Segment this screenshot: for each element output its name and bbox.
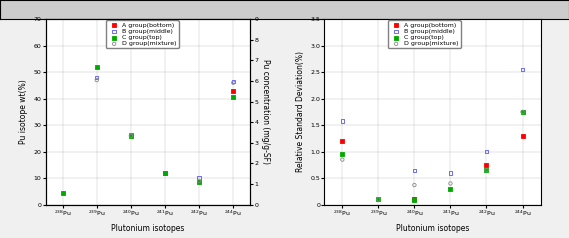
A group(bottom) <box>229 89 238 93</box>
C group(top) <box>374 198 383 201</box>
B group(middle) <box>195 176 204 180</box>
B group(middle) <box>446 171 455 175</box>
C group(top) <box>482 168 491 172</box>
A group(bottom) <box>338 139 347 143</box>
Y-axis label: Relative Standard Deviation(%): Relative Standard Deviation(%) <box>296 51 305 172</box>
C group(top) <box>160 171 170 175</box>
C group(top) <box>446 187 455 191</box>
Legend: A group(bottom), B group(middle), C group(top), D group(mixture): A group(bottom), B group(middle), C grou… <box>388 20 461 48</box>
B group(middle) <box>229 79 238 83</box>
D group(mixture) <box>195 179 204 183</box>
D group(mixture) <box>126 134 135 138</box>
A group(bottom) <box>482 163 491 167</box>
X-axis label: Plutonium isotopes: Plutonium isotopes <box>396 224 469 233</box>
D group(mixture) <box>374 198 383 201</box>
C group(top) <box>58 191 67 195</box>
Y-axis label: Pu concentration (mg/g-SF): Pu concentration (mg/g-SF) <box>261 59 270 164</box>
D group(mixture) <box>229 81 238 84</box>
C group(top) <box>229 95 238 99</box>
A group(bottom) <box>518 134 527 138</box>
Legend: A group(bottom), B group(middle), C group(top), D group(mixture): A group(bottom), B group(middle), C grou… <box>106 20 179 48</box>
X-axis label: Plutonium isotopes: Plutonium isotopes <box>112 224 184 233</box>
D group(mixture) <box>446 182 455 185</box>
B group(middle) <box>338 119 347 123</box>
D group(mixture) <box>338 158 347 162</box>
A group(bottom) <box>410 198 419 201</box>
D group(mixture) <box>410 183 419 187</box>
C group(top) <box>92 65 101 69</box>
C group(top) <box>195 180 204 184</box>
Y-axis label: Pu isotope wt(%): Pu isotope wt(%) <box>19 79 28 144</box>
D group(mixture) <box>482 168 491 172</box>
B group(middle) <box>410 168 419 172</box>
C group(top) <box>338 152 347 156</box>
D group(mixture) <box>518 110 527 114</box>
B group(middle) <box>518 68 527 71</box>
B group(middle) <box>160 171 170 175</box>
B group(middle) <box>126 133 135 136</box>
B group(middle) <box>92 75 101 79</box>
D group(mixture) <box>92 78 101 82</box>
C group(top) <box>126 134 135 138</box>
C group(top) <box>518 110 527 114</box>
C group(top) <box>410 198 419 202</box>
B group(middle) <box>482 150 491 154</box>
